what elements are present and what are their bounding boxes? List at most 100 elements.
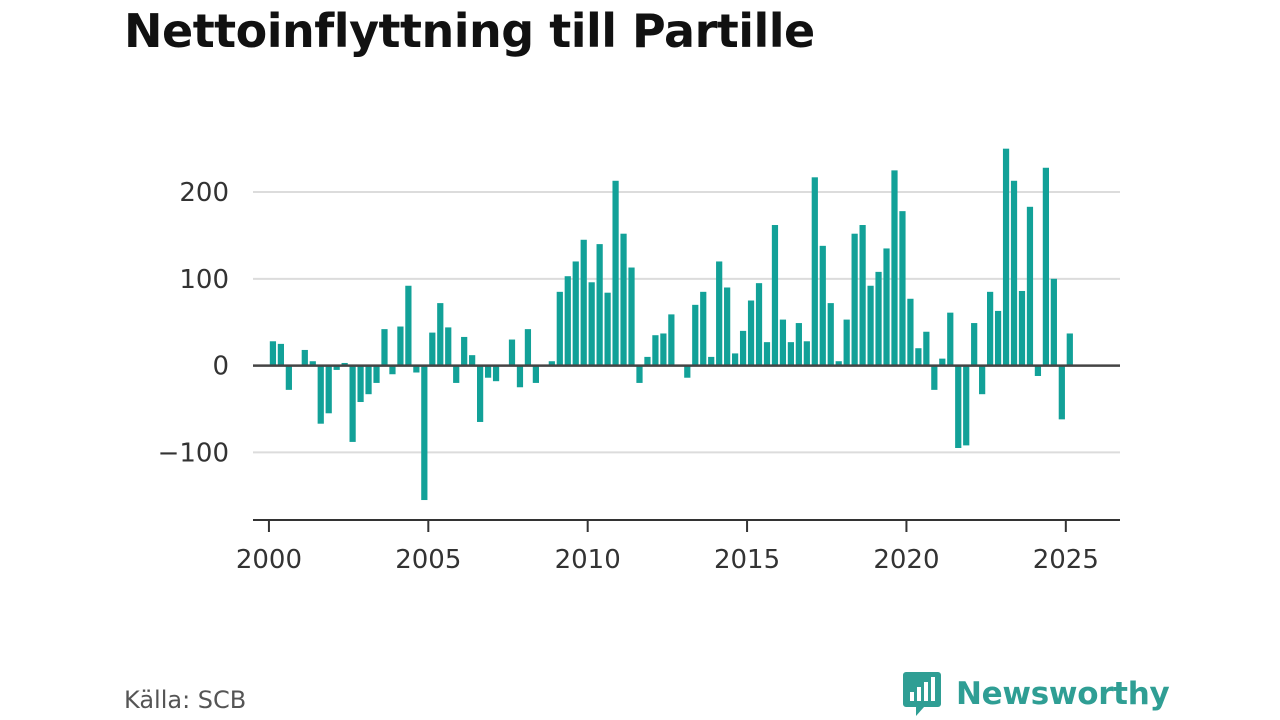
x-axis: 2000 2005 2010 2015 2020 2025 (236, 519, 1120, 575)
bar (572, 261, 579, 366)
bar (373, 365, 380, 383)
bar (269, 341, 277, 366)
bar (556, 291, 563, 366)
bar (883, 248, 890, 366)
bar (851, 233, 858, 366)
bar (516, 365, 524, 388)
bar (1002, 148, 1010, 366)
bar (939, 358, 946, 366)
bar (604, 292, 611, 366)
y-tick-label: 0 (212, 352, 229, 382)
bar (787, 342, 794, 366)
bar (875, 271, 882, 366)
x-tick-label: 2000 (236, 545, 302, 575)
bar (588, 282, 595, 366)
bar (357, 365, 364, 403)
bar (429, 332, 436, 366)
bar (771, 225, 779, 366)
bar (1042, 167, 1049, 366)
bar (628, 267, 635, 366)
bar (469, 355, 476, 366)
y-tick-label: 200 (179, 178, 229, 208)
bar (413, 365, 420, 373)
y-tick-labels: −100 0 100 200 (158, 178, 229, 468)
bar (684, 365, 691, 378)
bar (461, 336, 468, 366)
bar (763, 342, 771, 366)
bar (708, 356, 715, 366)
bar (843, 319, 850, 366)
bar (548, 361, 555, 366)
bar (477, 365, 484, 422)
bar (955, 365, 962, 448)
bar (644, 356, 651, 366)
bar (564, 276, 571, 366)
bar (739, 330, 747, 366)
bar (397, 326, 404, 366)
bar (755, 283, 763, 366)
bar (931, 365, 938, 390)
bar (389, 365, 396, 375)
bar (899, 211, 906, 366)
bar (859, 225, 866, 366)
newsworthy-logo: Newsworthy (902, 670, 1170, 718)
bar (971, 323, 978, 366)
bar (811, 177, 818, 366)
chart-title: Nettoinflyttning till Partille (124, 4, 815, 58)
newsworthy-logo-icon (903, 672, 941, 716)
bar (349, 365, 356, 442)
bar (381, 329, 388, 366)
bar (636, 365, 643, 383)
bar (795, 323, 802, 366)
bar (341, 362, 348, 366)
x-tick-label: 2015 (714, 545, 780, 575)
bar (923, 331, 930, 366)
bar (747, 300, 755, 366)
bar (524, 329, 532, 366)
bar (1018, 290, 1026, 366)
bar (580, 239, 587, 366)
bar (365, 365, 372, 395)
grid-lines (253, 191, 1120, 454)
bar (1034, 365, 1042, 376)
bar (492, 365, 500, 382)
bar (907, 298, 914, 366)
bar (947, 312, 954, 366)
bar (692, 304, 699, 366)
logo-text: Newsworthy (956, 676, 1170, 712)
bar (1010, 180, 1018, 366)
bar (652, 335, 659, 366)
bar (445, 327, 452, 366)
bar (668, 314, 675, 366)
y-tick-label: 100 (179, 265, 229, 295)
bar (1058, 365, 1065, 420)
bar (979, 365, 986, 395)
bar (508, 339, 516, 366)
bar (732, 353, 739, 366)
bar (317, 365, 324, 424)
x-tick-label: 2010 (555, 545, 621, 575)
bar (819, 245, 826, 366)
bar (620, 233, 627, 366)
bar (1026, 206, 1034, 366)
bar (325, 365, 332, 414)
bar (803, 341, 810, 366)
bar (835, 361, 842, 366)
bar (994, 310, 1002, 366)
bar (285, 365, 292, 390)
bar (612, 180, 619, 366)
bar (277, 343, 284, 366)
bar (1066, 333, 1073, 366)
bar (437, 303, 444, 366)
bar (532, 365, 539, 383)
bar (596, 244, 603, 366)
bar (915, 348, 922, 366)
bar (867, 285, 874, 366)
source-label: Källa: SCB (124, 686, 247, 714)
bar (660, 333, 667, 366)
bar (827, 303, 834, 366)
x-tick-label: 2020 (873, 545, 939, 575)
y-tick-label: −100 (158, 438, 229, 468)
bar (716, 261, 723, 366)
